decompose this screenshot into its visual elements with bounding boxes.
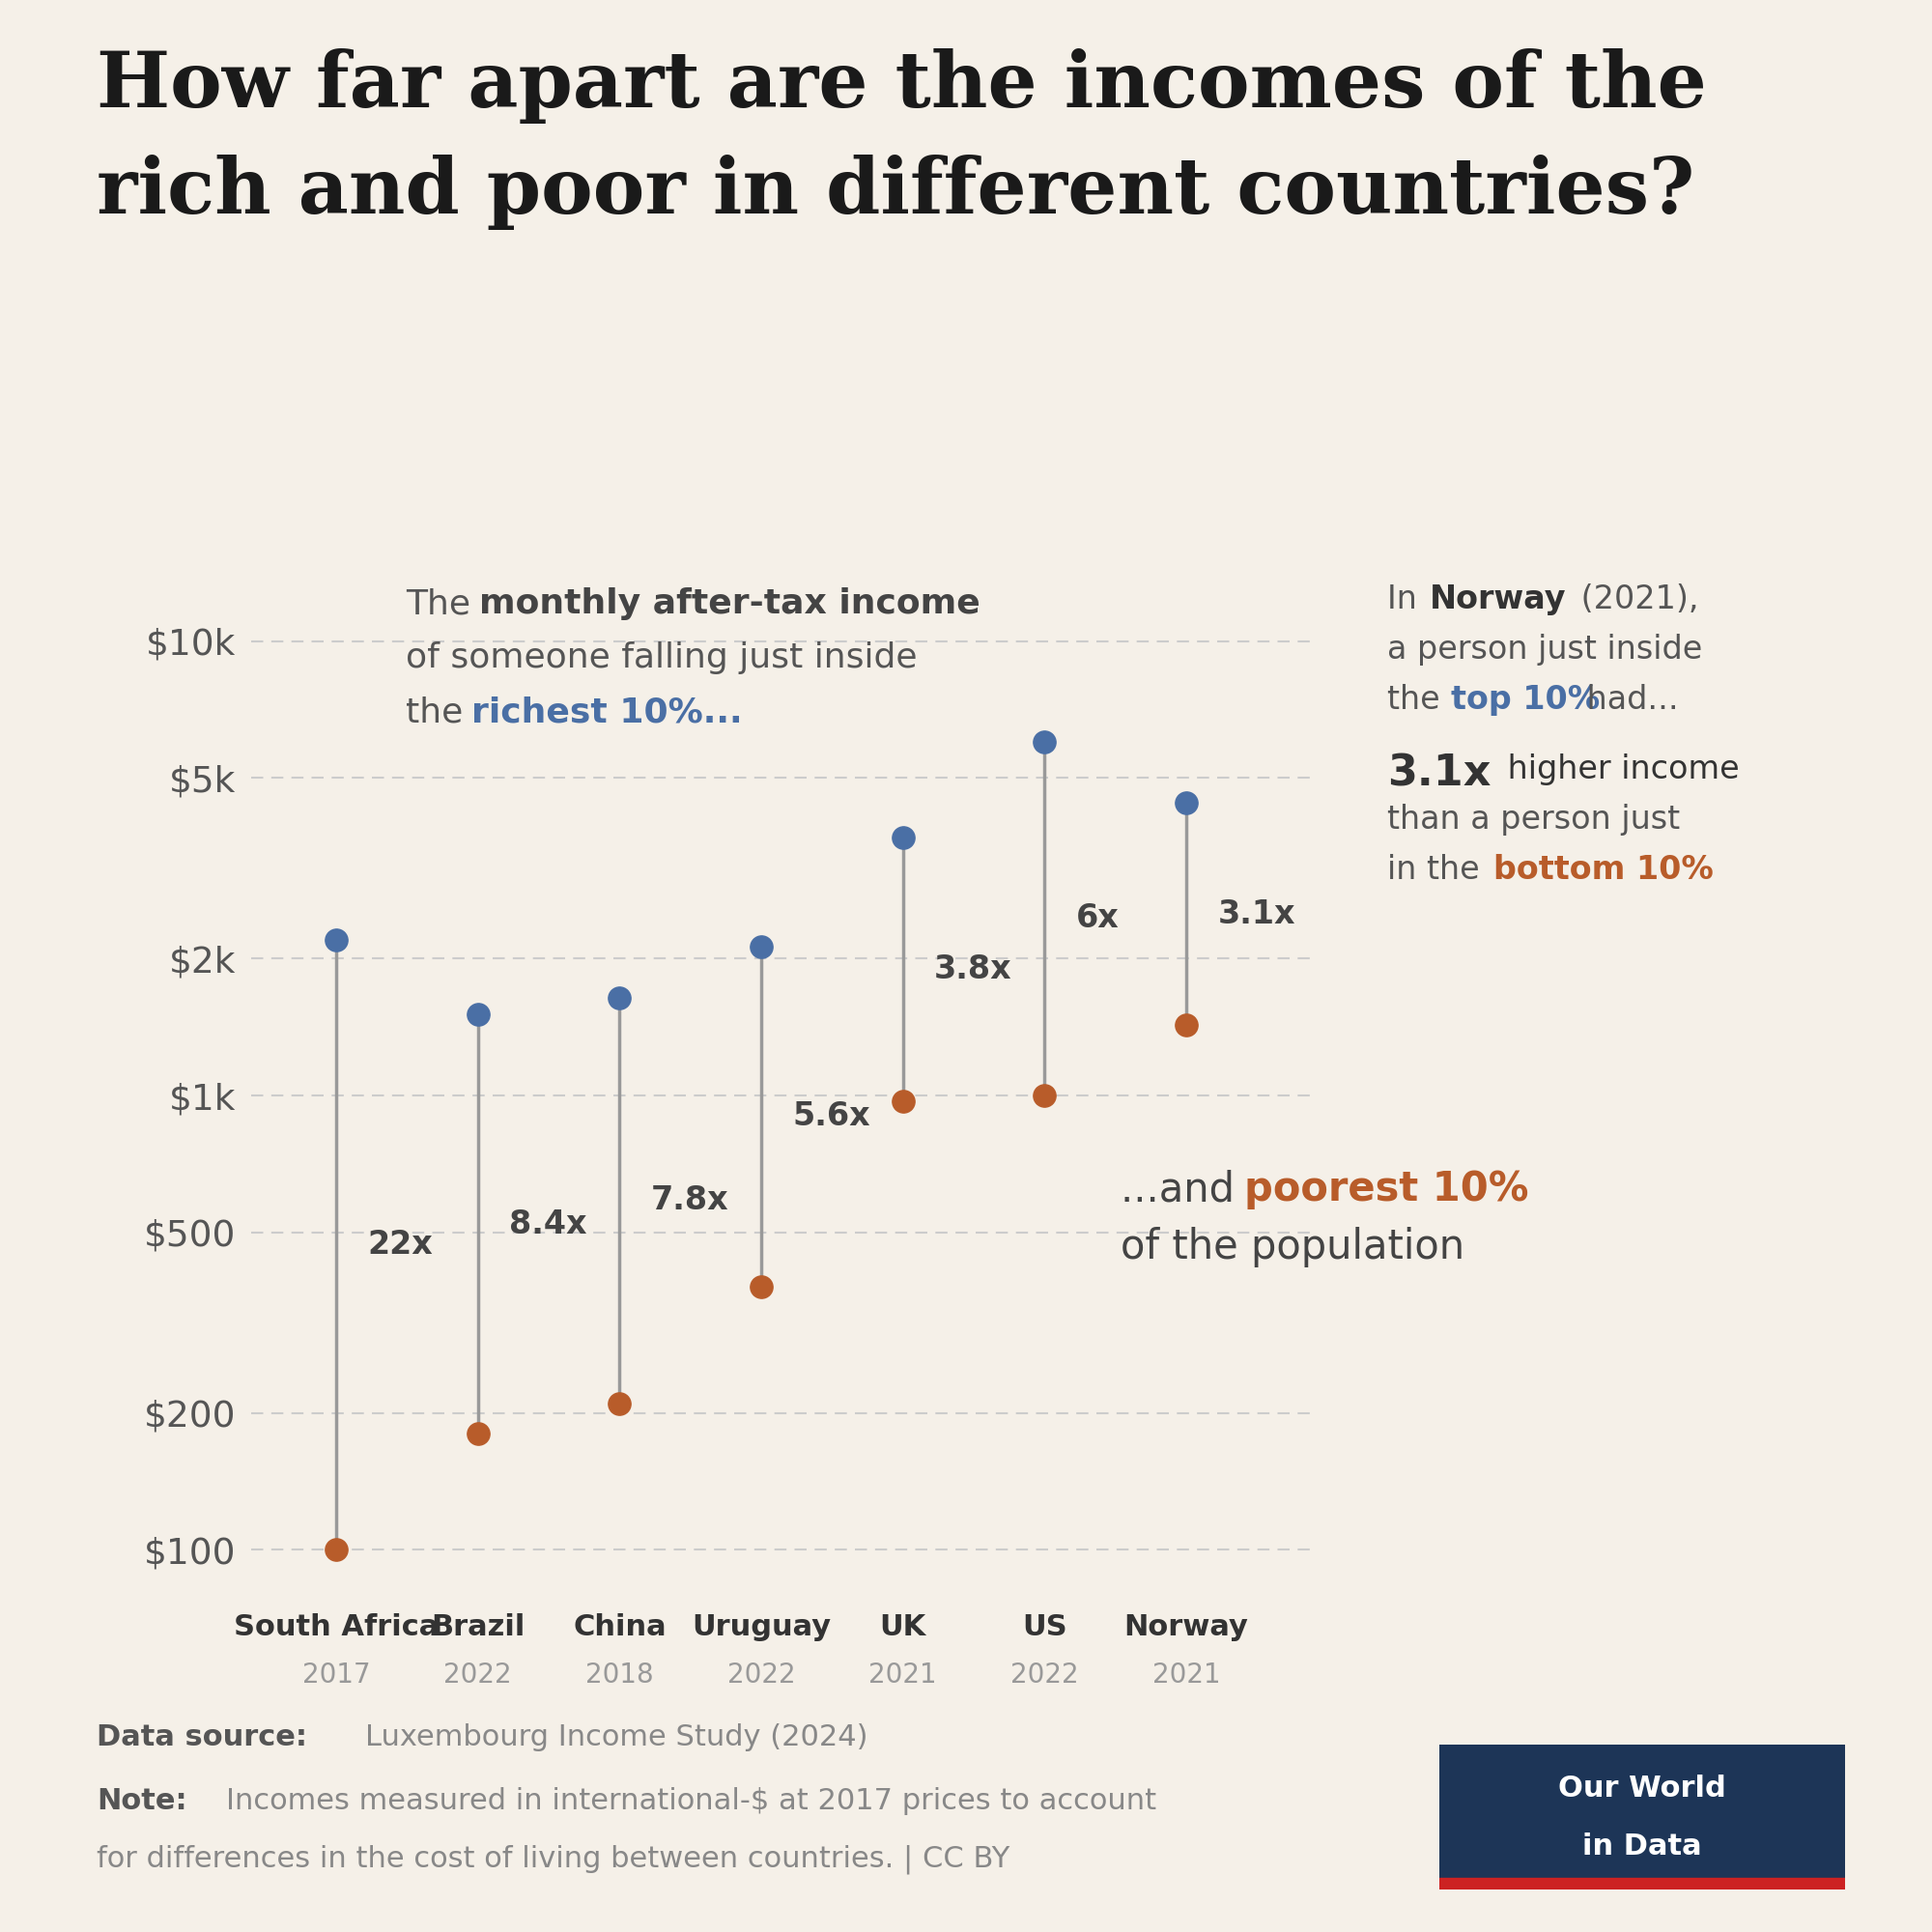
Text: 2021: 2021	[1151, 1662, 1221, 1689]
Text: 6x: 6x	[1076, 902, 1119, 935]
Text: for differences in the cost of living between countries. | CC BY: for differences in the cost of living be…	[97, 1845, 1010, 1874]
Text: Note:: Note:	[97, 1787, 187, 1816]
Point	[462, 1418, 493, 1449]
Text: Norway: Norway	[1430, 583, 1567, 614]
Point	[887, 1086, 918, 1117]
Point	[321, 1534, 352, 1565]
Text: rich and poor in different countries?: rich and poor in different countries?	[97, 155, 1694, 230]
Point	[1171, 788, 1202, 819]
Text: 3.1x: 3.1x	[1387, 753, 1492, 796]
Text: UK: UK	[879, 1613, 925, 1642]
Text: (2021),: (2021),	[1571, 583, 1698, 614]
Text: Uruguay: Uruguay	[692, 1613, 831, 1642]
Text: of the population: of the population	[1121, 1227, 1464, 1267]
Text: 2022: 2022	[444, 1662, 512, 1689]
Text: in Data: in Data	[1582, 1832, 1702, 1861]
Text: Data source:: Data source:	[97, 1723, 307, 1750]
Text: 2022: 2022	[726, 1662, 796, 1689]
Text: 3.8x: 3.8x	[933, 952, 1012, 985]
Text: in the: in the	[1387, 854, 1490, 885]
Text: The: The	[406, 587, 481, 620]
Text: ...and: ...and	[1121, 1169, 1248, 1209]
Point	[321, 923, 352, 954]
Point	[746, 931, 777, 962]
Text: 2022: 2022	[1010, 1662, 1078, 1689]
Text: 2017: 2017	[301, 1662, 371, 1689]
Text: top 10%: top 10%	[1451, 684, 1600, 715]
Text: bottom 10%: bottom 10%	[1493, 854, 1714, 885]
Text: China: China	[574, 1613, 667, 1642]
Text: US: US	[1022, 1613, 1066, 1642]
Point	[1171, 1009, 1202, 1039]
Text: Incomes measured in international-$ at 2017 prices to account: Incomes measured in international-$ at 2…	[226, 1787, 1157, 1816]
Text: poorest 10%: poorest 10%	[1244, 1169, 1528, 1209]
Text: 5.6x: 5.6x	[792, 1101, 869, 1132]
Text: In: In	[1387, 583, 1428, 614]
Text: Our World: Our World	[1559, 1774, 1725, 1803]
Bar	[1439, 1878, 1845, 1889]
Text: of someone falling just inside: of someone falling just inside	[406, 641, 918, 674]
Text: 22x: 22x	[367, 1229, 433, 1262]
Text: 8.4x: 8.4x	[508, 1208, 587, 1240]
Text: Norway: Norway	[1124, 1613, 1248, 1642]
Point	[1030, 1080, 1061, 1111]
Text: the: the	[1387, 684, 1451, 715]
Text: Luxembourg Income Study (2024): Luxembourg Income Study (2024)	[365, 1723, 867, 1750]
Text: 3.1x: 3.1x	[1217, 898, 1294, 929]
Text: 7.8x: 7.8x	[651, 1184, 728, 1217]
Text: a person just inside: a person just inside	[1387, 634, 1702, 665]
Point	[605, 1387, 636, 1418]
Text: had...: had...	[1577, 684, 1679, 715]
Text: 2021: 2021	[869, 1662, 937, 1689]
Point	[746, 1271, 777, 1302]
Point	[605, 981, 636, 1012]
Text: How far apart are the incomes of the: How far apart are the incomes of the	[97, 48, 1706, 124]
Text: higher income: higher income	[1497, 753, 1739, 784]
Text: 2018: 2018	[585, 1662, 653, 1689]
Text: Brazil: Brazil	[431, 1613, 526, 1642]
Point	[887, 821, 918, 852]
Text: monthly after-tax income: monthly after-tax income	[479, 587, 980, 620]
Text: South Africa: South Africa	[234, 1613, 439, 1642]
Point	[462, 999, 493, 1030]
Text: than a person just: than a person just	[1387, 804, 1681, 835]
Point	[1030, 726, 1061, 757]
Text: richest 10%...: richest 10%...	[471, 696, 742, 728]
Text: the: the	[406, 696, 473, 728]
